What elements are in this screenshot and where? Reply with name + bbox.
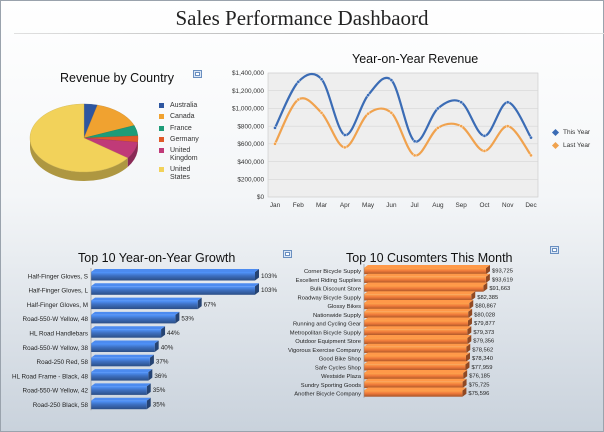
pie-legend-item: Germany xyxy=(159,136,212,144)
line-chart-title: Year-on-Year Revenue xyxy=(352,52,479,66)
legend-swatch xyxy=(159,167,164,173)
expand-icon[interactable] xyxy=(550,246,559,254)
expand-icon[interactable] xyxy=(283,250,292,258)
expand-icon[interactable] xyxy=(193,70,202,78)
legend-label: Last Year xyxy=(563,142,591,149)
legend-label: Canada xyxy=(170,113,195,121)
legend-marker xyxy=(551,128,560,137)
pie-legend-item: France xyxy=(159,125,212,133)
legend-label: This Year xyxy=(563,129,591,136)
legend-label: Germany xyxy=(170,135,199,143)
legend-swatch xyxy=(159,114,164,120)
legend-label: France xyxy=(170,124,192,132)
page-title: Sales Performance Dashbaord xyxy=(175,6,429,30)
legend-swatch xyxy=(159,125,164,131)
legend-swatch xyxy=(159,136,164,142)
pie-legend-item: Australia xyxy=(159,102,212,110)
line-legend: This Year Last Year xyxy=(551,128,591,155)
line-legend-item: Last Year xyxy=(551,141,591,150)
legend-label: United States xyxy=(170,166,191,182)
legend-swatch xyxy=(159,148,164,154)
pie-legend: Australia Canada France Germany United Kingd… xyxy=(159,102,212,186)
pie-legend-item: United States xyxy=(159,166,212,182)
growth-chart-title: Top 10 Year-on-Year Growth xyxy=(78,251,236,265)
title-divider xyxy=(14,33,604,34)
legend-marker xyxy=(551,141,560,150)
pie-legend-item: Canada xyxy=(159,113,212,121)
legend-label: United Kingdom xyxy=(170,147,198,163)
pie-chart-title: Revenue by Country xyxy=(60,71,174,85)
legend-label: Australia xyxy=(170,102,198,109)
legend-swatch xyxy=(159,103,164,108)
line-legend-item: This Year xyxy=(551,128,591,137)
customers-chart-title: Top 10 Cusomters This Month xyxy=(346,251,513,265)
pie-legend-item: United Kingdom xyxy=(159,147,212,163)
